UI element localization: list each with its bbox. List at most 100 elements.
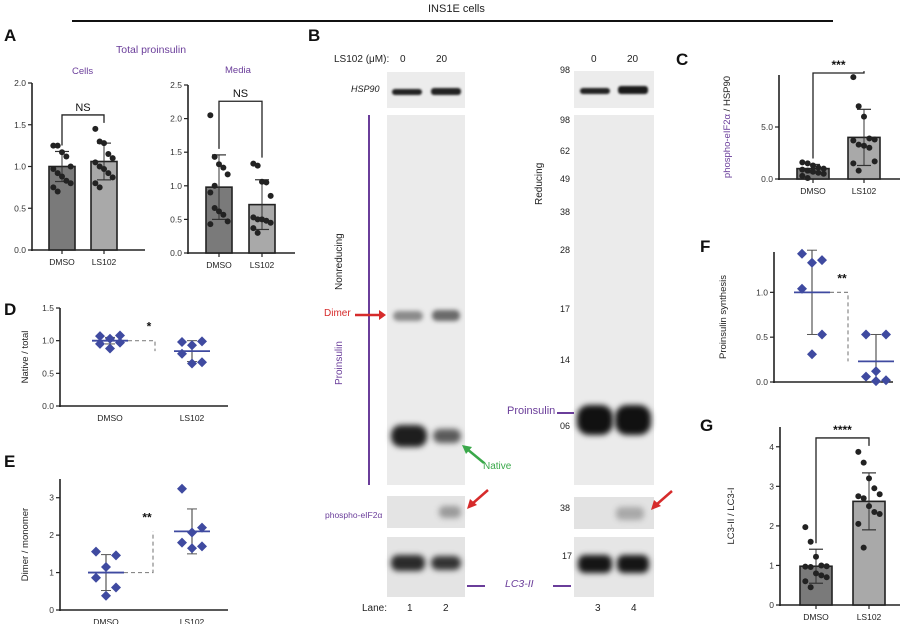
lane-4: 4 (631, 603, 637, 614)
data-point (254, 216, 261, 223)
y-tick-label: 2.5 (170, 80, 182, 90)
data-point (105, 150, 112, 157)
x-tick-label: LS102 (250, 260, 275, 270)
chart-e-dimer-monomer: 0 1 2 3 DMSO LS102 Dimer / monomer ** (20, 479, 228, 624)
panel-a-cells-title: Cells (72, 66, 94, 77)
significance-label: *** (831, 58, 845, 72)
header-rule (72, 20, 833, 22)
data-point (105, 170, 112, 177)
data-point (850, 137, 857, 144)
x-tick-label: LS102 (92, 257, 117, 267)
data-point (211, 204, 218, 211)
data-point (855, 167, 862, 174)
data-point (187, 543, 197, 554)
y-tick-label: 1.0 (14, 162, 26, 172)
data-point (101, 140, 107, 147)
data-point (807, 349, 817, 360)
x-tick-label: LS102 (857, 612, 882, 622)
data-point (50, 142, 57, 149)
mw-62: 62 (560, 146, 571, 156)
data-point (823, 563, 830, 570)
lane-label: Lane: (362, 603, 388, 614)
y-tick-label: 2 (769, 521, 774, 531)
chart-d-native-total: 0.0 0.5 1.0 1.5 DMSO LS102 Native / total * (20, 303, 228, 423)
data-point (815, 164, 822, 171)
dimer-label: Dimer (324, 308, 351, 319)
red-arrow-icon-left (467, 489, 489, 509)
data-point (216, 161, 222, 168)
data-point (115, 337, 125, 348)
proinsulin-band-marker (557, 412, 574, 414)
data-point (876, 491, 883, 498)
data-point (187, 340, 197, 351)
data-point (807, 257, 817, 268)
panel-a-title: Total proinsulin (116, 44, 187, 56)
significance-bracket (61, 114, 105, 146)
data-point (850, 74, 857, 81)
data-point (187, 527, 197, 538)
y-tick-label: 1.0 (756, 287, 768, 297)
data-point (211, 182, 218, 189)
data-point (871, 366, 881, 377)
treatment-label: LS102 (μM): (334, 54, 390, 65)
data-point (59, 149, 65, 156)
native-arrow-icon (462, 445, 485, 464)
y-tick-label: 0.5 (170, 214, 182, 224)
x-tick-label: LS102 (180, 413, 205, 423)
chart-a-cells: 0.0 0.5 1.0 1.5 2.0 DMSO LS102 NS (14, 78, 145, 267)
data-point (804, 167, 811, 174)
data-point (207, 221, 214, 228)
data-point (197, 522, 207, 533)
mw-28: 28 (560, 245, 571, 255)
data-point (861, 329, 871, 340)
data-point (820, 165, 827, 172)
x-tick-label: LS102 (864, 389, 889, 390)
data-point (54, 142, 61, 149)
mw-17: 17 (560, 304, 571, 314)
mw-lc3: 17 (562, 551, 573, 561)
data-point (92, 159, 99, 166)
data-point (54, 170, 61, 177)
mw-98-top: 98 (560, 65, 571, 75)
data-point (63, 153, 70, 160)
data-point (177, 336, 187, 347)
y-axis-label: Native / total (20, 331, 31, 384)
significance-label: * (147, 320, 152, 334)
lane-2: 2 (443, 603, 449, 614)
gel-lc3-left (387, 537, 465, 597)
y-tick-label: 2.0 (14, 78, 26, 88)
proinsulin-bracket-line (368, 115, 370, 485)
data-point (802, 578, 809, 585)
data-point (207, 112, 214, 119)
nonreducing-label: Nonreducing (334, 233, 345, 290)
data-point (63, 177, 70, 184)
gel-phospho-left (387, 496, 465, 528)
data-point (177, 483, 187, 494)
significance-label: **** (833, 423, 852, 437)
data-point (807, 538, 814, 545)
y-tick-label: 4 (769, 442, 774, 452)
y-tick-label: 1.0 (170, 181, 182, 191)
proinsulin-band-label: Proinsulin (507, 405, 556, 417)
panel-letter-f: F (700, 237, 711, 256)
data-point (810, 162, 816, 169)
x-tick-label: DMSO (206, 260, 232, 270)
data-point (799, 172, 806, 179)
data-point (111, 550, 121, 561)
data-point (813, 570, 819, 577)
data-point (207, 189, 214, 196)
mw-phospho: 38 (560, 503, 571, 513)
y-tick-label: 3 (49, 493, 54, 503)
data-point (823, 574, 830, 581)
data-point (263, 179, 270, 186)
data-point (861, 371, 871, 382)
data-point (797, 283, 807, 294)
data-point (850, 160, 857, 167)
data-point (797, 248, 807, 259)
data-point (881, 329, 891, 340)
significance-connector (124, 531, 154, 574)
x-tick-label: DMSO (49, 257, 75, 267)
data-point (91, 572, 101, 583)
y-tick-label: 1.5 (170, 147, 182, 157)
data-point (105, 343, 115, 354)
